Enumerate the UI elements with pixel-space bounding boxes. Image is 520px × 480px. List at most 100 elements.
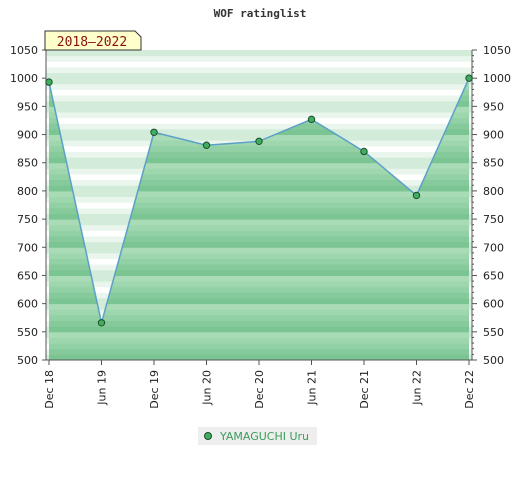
data-point (45, 78, 53, 86)
area-band (46, 314, 472, 322)
band (46, 117, 472, 124)
band (46, 112, 472, 119)
area-band (46, 145, 472, 152)
band (46, 55, 472, 62)
area-band (46, 202, 472, 209)
data-point (202, 141, 211, 149)
legend-marker (204, 432, 212, 440)
data-point (150, 128, 158, 136)
period-label: 2018–2022 (57, 35, 127, 50)
x-tick-label: Dec 18 (43, 370, 56, 409)
y-tick-label-right: 750 (483, 213, 504, 226)
area-band (46, 298, 472, 305)
area-band (46, 337, 472, 344)
area-band (46, 354, 472, 360)
area-band (46, 157, 472, 164)
x-tick-label: Jun 19 (96, 370, 109, 406)
area-band (46, 247, 472, 254)
band (46, 128, 472, 136)
band (46, 123, 472, 130)
area-band (46, 168, 472, 175)
area-band (46, 185, 472, 192)
x-tick-label: Dec 21 (358, 370, 371, 409)
y-tick-label-left: 700 (17, 241, 38, 254)
band (46, 100, 472, 107)
y-tick-label-right: 700 (483, 241, 504, 254)
area-band (46, 348, 472, 355)
band (46, 89, 472, 96)
y-tick-label-left: 800 (17, 185, 38, 198)
band (46, 106, 472, 113)
area-band (46, 331, 472, 338)
band (46, 72, 472, 79)
y-tick-label-right: 600 (483, 298, 504, 311)
data-point (255, 137, 263, 146)
band (46, 50, 472, 57)
area-band (46, 213, 472, 220)
data-point (307, 115, 316, 124)
y-tick-label-right: 1000 (483, 72, 511, 85)
area-band (46, 236, 472, 243)
x-tick-label: Jun 22 (411, 370, 424, 406)
y-tick-label-right: 800 (483, 185, 504, 198)
band (46, 95, 472, 102)
x-tick-label: Dec 20 (253, 370, 266, 409)
area-band (46, 207, 472, 214)
area-band (46, 219, 472, 226)
area-band (46, 230, 472, 237)
area-band (46, 292, 472, 299)
area-band (46, 162, 472, 169)
area-band (46, 190, 472, 198)
band (46, 66, 472, 74)
y-tick-label-left: 500 (17, 354, 38, 367)
area-band (46, 179, 472, 186)
x-tick-label: Dec 19 (148, 370, 161, 409)
area-band (46, 343, 472, 350)
y-tick-label-left: 650 (17, 269, 38, 282)
series-markers (45, 74, 473, 327)
area-band (46, 303, 472, 310)
legend: YAMAGUCHI Uru (198, 427, 318, 445)
band (46, 61, 472, 68)
y-tick-label-right: 900 (483, 129, 504, 142)
chart-title: WOF ratinglist (214, 7, 307, 20)
data-point (412, 191, 421, 200)
x-tick-label: Jun 20 (201, 370, 214, 406)
y-tick-label-left: 1000 (10, 72, 38, 85)
y-tick-label-right: 1050 (483, 44, 511, 57)
area-band (46, 281, 472, 288)
y-tick-label-right: 650 (483, 269, 504, 282)
legend-series-name: YAMAGUCHI Uru (220, 429, 310, 443)
data-point (465, 74, 473, 82)
x-tick-label: Dec 22 (463, 370, 476, 409)
y-tick-label-left: 600 (17, 298, 38, 311)
y-tick-label-right: 850 (483, 157, 504, 170)
area-band (46, 241, 472, 248)
axis-ticks: 500 500 550 550 600 600 650 650 700 700 750 750 800 8… (10, 44, 511, 409)
y-tick-label-right: 550 (483, 326, 504, 339)
y-tick-label-left: 950 (17, 100, 38, 113)
area-band (46, 252, 472, 260)
area-band (46, 174, 472, 181)
band (46, 78, 472, 85)
y-tick-label-left: 750 (17, 213, 38, 226)
area-band (46, 286, 472, 293)
y-tick-label-right: 500 (483, 354, 504, 367)
band (46, 83, 472, 90)
area-band (46, 320, 472, 327)
y-tick-label-left: 850 (17, 157, 38, 170)
area-band (46, 258, 472, 265)
y-tick-label-right: 950 (483, 100, 504, 113)
period-badge: 2018–2022 (44, 30, 142, 51)
data-point (360, 147, 368, 156)
area-band (46, 264, 472, 271)
y-tick-label-left: 1050 (10, 44, 38, 57)
area-band (46, 275, 472, 282)
area-band (46, 196, 472, 203)
area-band (46, 224, 472, 231)
y-tick-label-left: 900 (17, 129, 38, 142)
x-tick-label: Jun 21 (306, 370, 319, 406)
y-tick-label-left: 550 (17, 326, 38, 339)
area-band (46, 309, 472, 316)
area-band (46, 151, 472, 158)
